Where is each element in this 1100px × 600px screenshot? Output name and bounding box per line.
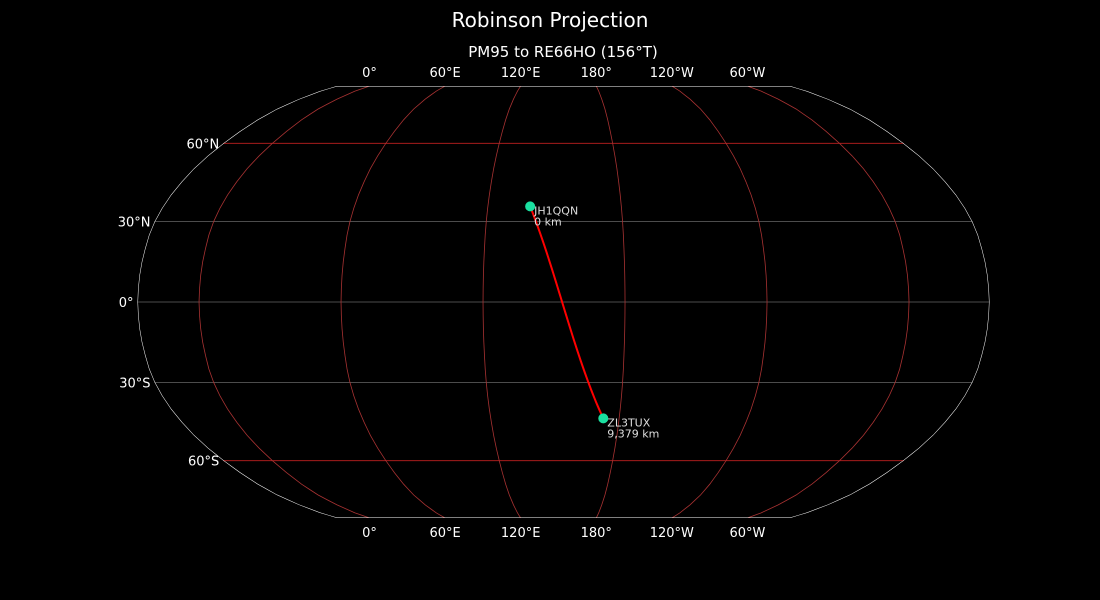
lat-label: 30°S [119, 376, 150, 391]
map-title: Robinson Projection [451, 8, 649, 32]
lon-label-top: 180° [581, 66, 612, 81]
meridian-line [595, 86, 626, 518]
meridian-line [482, 86, 522, 518]
lat-label: 60°N [187, 137, 220, 152]
meridian-line [198, 86, 370, 518]
station-callsign: JH1QQN [533, 204, 578, 217]
lon-label-top: 120°W [650, 66, 694, 81]
station-distance: 9,379 km [607, 427, 659, 440]
lon-label-bottom: 60°E [429, 526, 460, 541]
lon-label-bottom: 120°E [501, 526, 541, 541]
station-marker [525, 201, 536, 212]
map-outline [137, 86, 990, 518]
lon-label-top: 60°W [729, 66, 765, 81]
station-callsign: ZL3TUX [607, 416, 650, 429]
lat-label: 0° [119, 296, 134, 311]
lon-label-top: 120°E [501, 66, 541, 81]
great-circle-path [529, 206, 605, 419]
lon-label-bottom: 120°W [650, 526, 694, 541]
station-distance: 0 km [534, 215, 562, 228]
station-marker [598, 413, 609, 424]
lon-label-bottom: 0° [362, 526, 377, 541]
map-subtitle: PM95 to RE66HO (156°T) [468, 43, 658, 61]
lat-label: 60°S [188, 455, 219, 470]
meridian-line [747, 86, 910, 518]
lon-label-top: 60°E [429, 66, 460, 81]
lon-label-bottom: 60°W [729, 526, 765, 541]
lon-label-bottom: 180° [581, 526, 612, 541]
meridian-line [340, 86, 446, 518]
lat-label: 30°N [118, 216, 151, 231]
meridian-line [671, 86, 768, 518]
lon-label-top: 0° [362, 66, 377, 81]
